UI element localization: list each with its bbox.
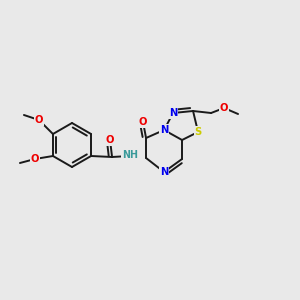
Text: O: O [31, 154, 39, 164]
Text: S: S [194, 127, 202, 137]
Text: O: O [139, 117, 147, 127]
Text: N: N [160, 167, 168, 177]
Text: N: N [160, 125, 168, 135]
Text: O: O [35, 115, 43, 125]
Text: O: O [220, 103, 228, 113]
Text: NH: NH [122, 150, 138, 160]
Text: N: N [169, 108, 177, 118]
Text: O: O [106, 135, 114, 145]
